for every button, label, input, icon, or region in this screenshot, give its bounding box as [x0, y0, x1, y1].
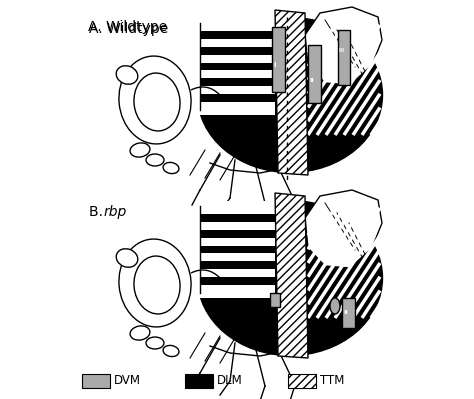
Polygon shape [275, 10, 308, 175]
Text: DLM: DLM [217, 375, 243, 387]
Bar [288, 374, 316, 388]
Polygon shape [195, 201, 275, 298]
Bar [185, 374, 213, 388]
Text: II: II [343, 310, 348, 316]
Ellipse shape [146, 154, 164, 166]
Ellipse shape [130, 143, 150, 157]
Polygon shape [305, 7, 382, 85]
Polygon shape [305, 190, 382, 268]
Bar [342, 298, 355, 328]
Polygon shape [275, 193, 308, 358]
Text: TTM: TTM [320, 375, 345, 387]
Ellipse shape [119, 56, 191, 144]
Ellipse shape [116, 249, 138, 267]
Bar [338, 30, 350, 85]
Ellipse shape [146, 337, 164, 349]
Text: III: III [339, 47, 345, 53]
Ellipse shape [330, 298, 340, 314]
Text: A. Wildtype: A. Wildtype [88, 20, 167, 34]
Text: I: I [273, 62, 275, 68]
Ellipse shape [134, 256, 180, 314]
Ellipse shape [163, 346, 179, 357]
Bar [272, 27, 285, 92]
Ellipse shape [134, 73, 180, 131]
Ellipse shape [198, 18, 383, 172]
Ellipse shape [198, 201, 383, 356]
Polygon shape [195, 18, 275, 115]
Ellipse shape [116, 66, 138, 84]
Text: II: II [309, 77, 314, 83]
Bar [308, 45, 321, 103]
Bar [270, 293, 280, 307]
Text: DVM: DVM [114, 375, 141, 387]
Text: B.: B. [89, 205, 108, 219]
Text: A. Wildtype: A. Wildtype [89, 22, 168, 36]
Ellipse shape [119, 239, 191, 327]
Bar [82, 374, 110, 388]
Text: rbp: rbp [104, 205, 127, 219]
Ellipse shape [130, 326, 150, 340]
Ellipse shape [163, 162, 179, 174]
